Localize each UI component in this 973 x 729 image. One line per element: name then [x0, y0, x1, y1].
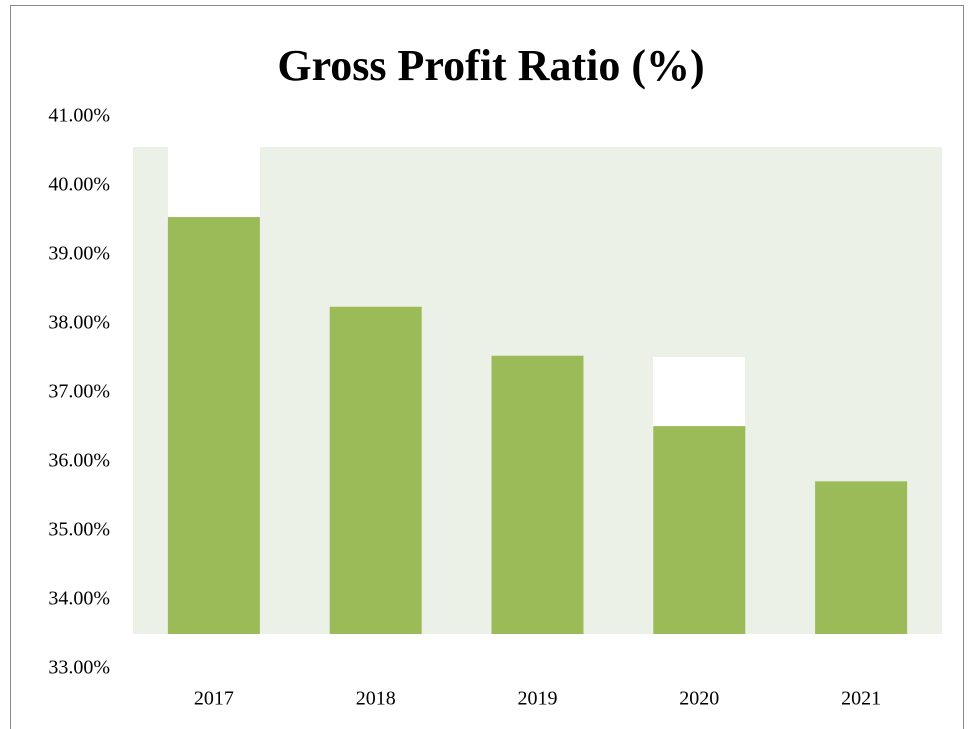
bar: [329, 306, 422, 634]
bar: [491, 355, 584, 634]
y-tick-label: 39.00%: [48, 243, 110, 265]
bar: [653, 426, 746, 634]
y-tick-label: 33.00%: [48, 657, 110, 679]
plot-gap: [168, 147, 260, 217]
y-tick-label: 34.00%: [48, 588, 110, 610]
bar: [167, 217, 260, 635]
x-tick-label: 2017: [194, 688, 234, 710]
y-tick-label: 38.00%: [48, 312, 110, 334]
y-tick-label: 41.00%: [48, 105, 110, 127]
bar: [815, 481, 908, 634]
x-tick-label: 2020: [679, 688, 719, 710]
y-tick-label: 40.00%: [48, 174, 110, 196]
chart-title: Gross Profit Ratio (%): [277, 41, 704, 90]
y-tick-label: 35.00%: [48, 519, 110, 541]
y-tick-label: 37.00%: [48, 381, 110, 403]
plot-gap: [653, 357, 745, 426]
x-tick-label: 2021: [841, 688, 881, 710]
x-tick-label: 2018: [356, 688, 396, 710]
y-tick-label: 36.00%: [48, 450, 110, 472]
x-tick-label: 2019: [518, 688, 558, 710]
chart-border: [10, 5, 964, 729]
